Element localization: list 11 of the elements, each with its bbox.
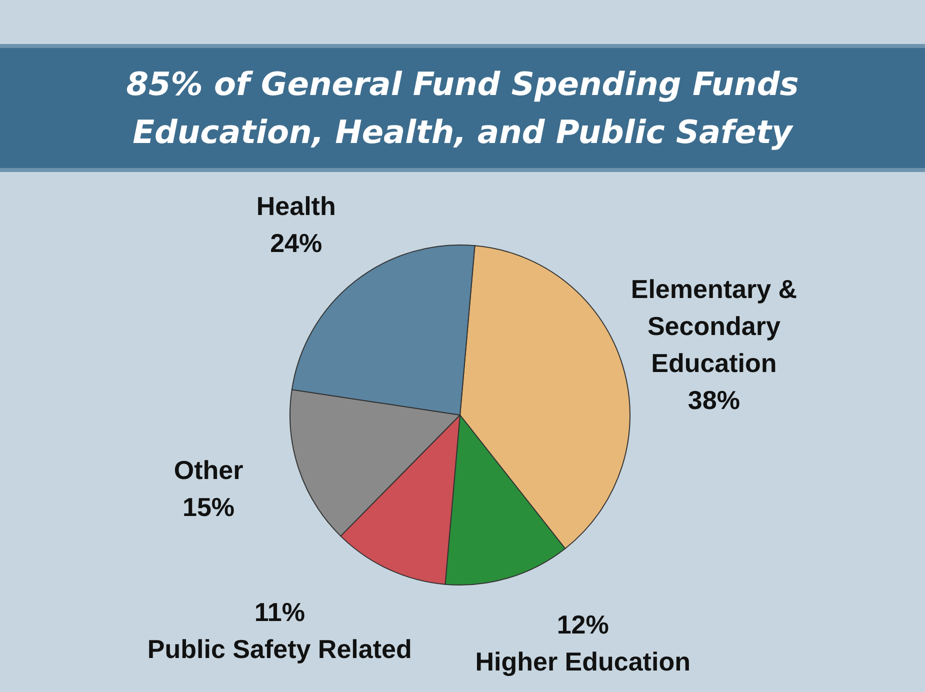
data-label: 15% [182, 492, 235, 522]
slice-label: Higher Education [475, 646, 690, 676]
slice-label: Elementary & Secondary Education [630, 274, 798, 378]
data-label: 38% [688, 384, 740, 415]
slice-label: Health [256, 190, 336, 221]
slice-label: Other [174, 455, 244, 486]
slice-label: Public Safety Related [147, 634, 412, 664]
data-label: 24% [270, 228, 322, 258]
data-label: 12% [556, 609, 609, 640]
data-label: 11% [254, 597, 305, 628]
chart-title: 85% of General Fund Spending Funds Education, Health, and Public Safety [126, 64, 799, 153]
